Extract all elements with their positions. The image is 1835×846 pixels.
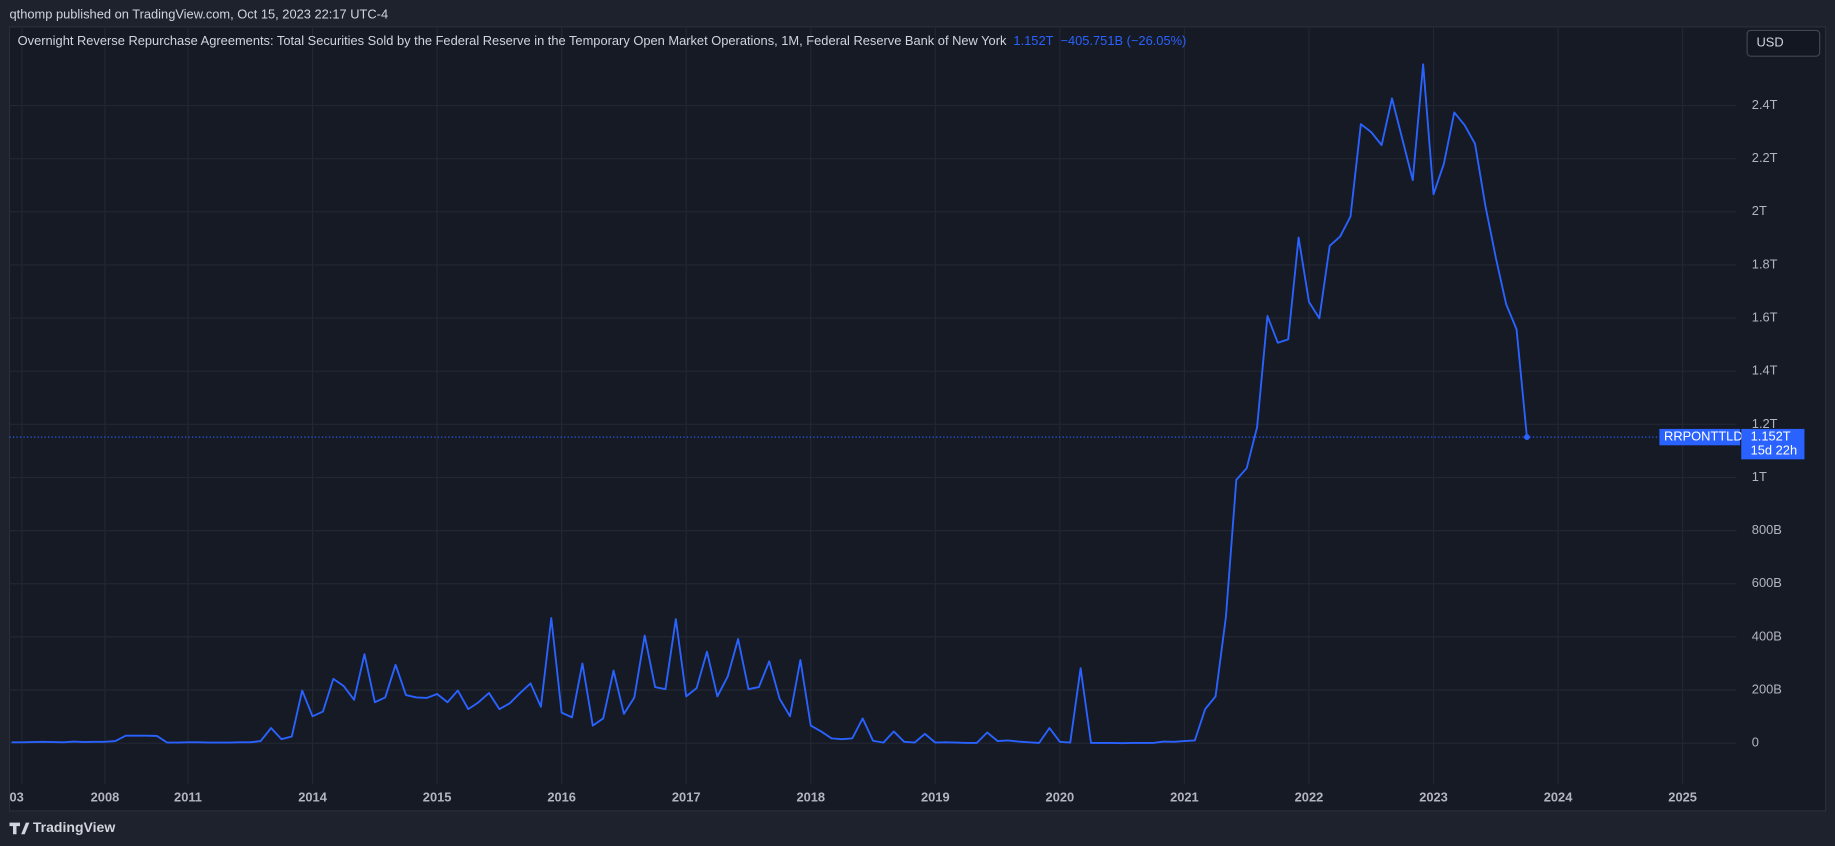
countdown-label: 15d 22h [1751,443,1797,458]
legend-title: Overnight Reverse Repurchase Agreements:… [18,34,1007,49]
chart-title: Overnight Reverse Repurchase Agreements:… [18,34,1187,49]
price-label: 1.152T [1751,429,1791,444]
y-tick-label: 2.2T [1752,150,1778,165]
y-tick-label: 1.2T [1752,416,1778,431]
x-tick-label: 2019 [921,789,950,804]
x-tick-label: 2022 [1295,789,1324,804]
x-tick-label: 2020 [1046,789,1075,804]
currency-label[interactable]: USD [1756,35,1783,50]
footer-brand: TradingView [33,819,115,835]
y-tick-label: 400B [1752,628,1782,643]
tradingview-logo: TradingView [9,819,115,835]
y-tick-label: 1.8T [1752,256,1778,271]
y-tick-label: 600B [1752,575,1782,590]
x-tick-label: 2016 [547,789,576,804]
currency-button[interactable] [1746,29,1821,57]
x-tick-label: 2015 [423,789,452,804]
x-tick-label: 2014 [298,789,327,804]
x-tick-label: 2023 [1419,789,1448,804]
x-tick-label: 2017 [672,789,701,804]
x-tick-label: 2011 [174,789,202,804]
symbol-label: RRPONTTLD [1664,429,1743,444]
last-point [1524,434,1530,441]
x-tick-label: 2025 [1668,789,1697,804]
logo-icon [9,822,30,835]
price-badge [1741,428,1805,460]
y-tick-label: 1.4T [1752,363,1778,378]
chart-panel [8,26,1827,812]
x-tick-label: 2024 [1544,789,1573,804]
y-tick-label: 200B [1752,681,1782,696]
series-line [11,63,1528,745]
legend-value: 1.152T [1013,34,1053,49]
plot-area: 0 200B 400B 600B 800B 1T 1.2T 1.4T 1.6T 1.8T 2T 2.2… [9,26,1805,804]
x-tick-label: 03 [9,789,23,804]
y-tick-label: 800B [1752,522,1782,537]
y-tick-label: 2.4T [1752,97,1778,112]
x-tick-label: 2018 [796,789,825,804]
x-tick-label: 2021 [1170,789,1199,804]
y-tick-label: 0 [1752,735,1759,750]
y-tick-label: 1.6T [1752,309,1778,324]
legend-change: −405.751B (−26.05%) [1061,34,1187,49]
symbol-badge [1659,428,1741,446]
x-tick-label: 2008 [91,789,120,804]
y-tick-label: 2T [1752,203,1767,218]
y-tick-label: 1T [1752,469,1767,484]
publisher-header: qthomp published on TradingView.com, Oct… [9,7,388,22]
